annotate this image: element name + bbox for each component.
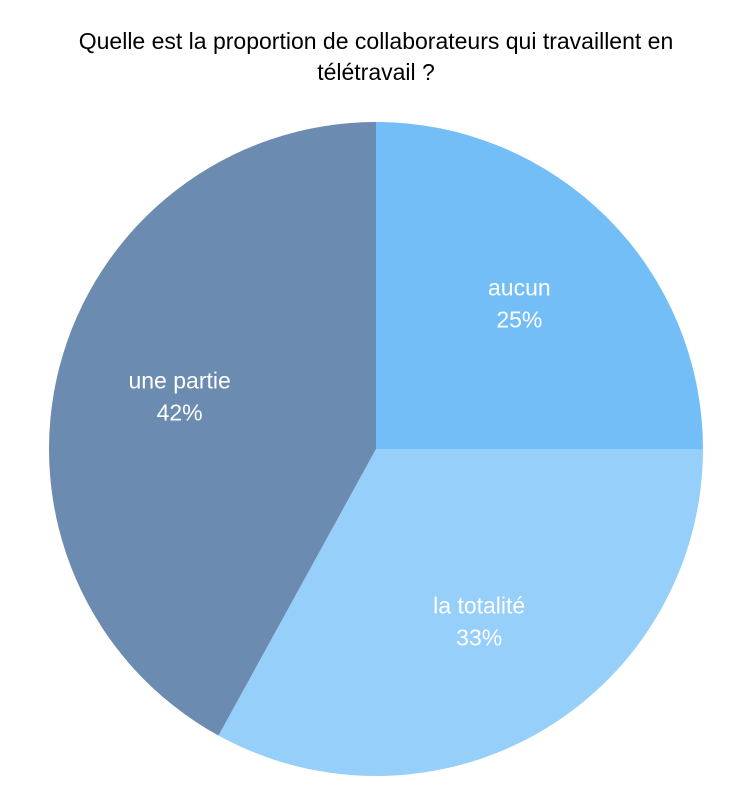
slice-value-label: 25%	[496, 307, 542, 333]
pie-slice	[218, 449, 703, 776]
chart-title: Quelle est la proportion de collaborateu…	[78, 28, 674, 85]
slice-value-label: 33%	[456, 625, 502, 651]
slice-label: une partie	[128, 368, 230, 394]
pie-slice	[376, 122, 703, 449]
pie-slice	[48, 121, 376, 736]
slice-value-label: 42%	[157, 400, 203, 426]
slice-label: aucun	[488, 275, 551, 301]
slice-label: la totalité	[433, 593, 525, 619]
